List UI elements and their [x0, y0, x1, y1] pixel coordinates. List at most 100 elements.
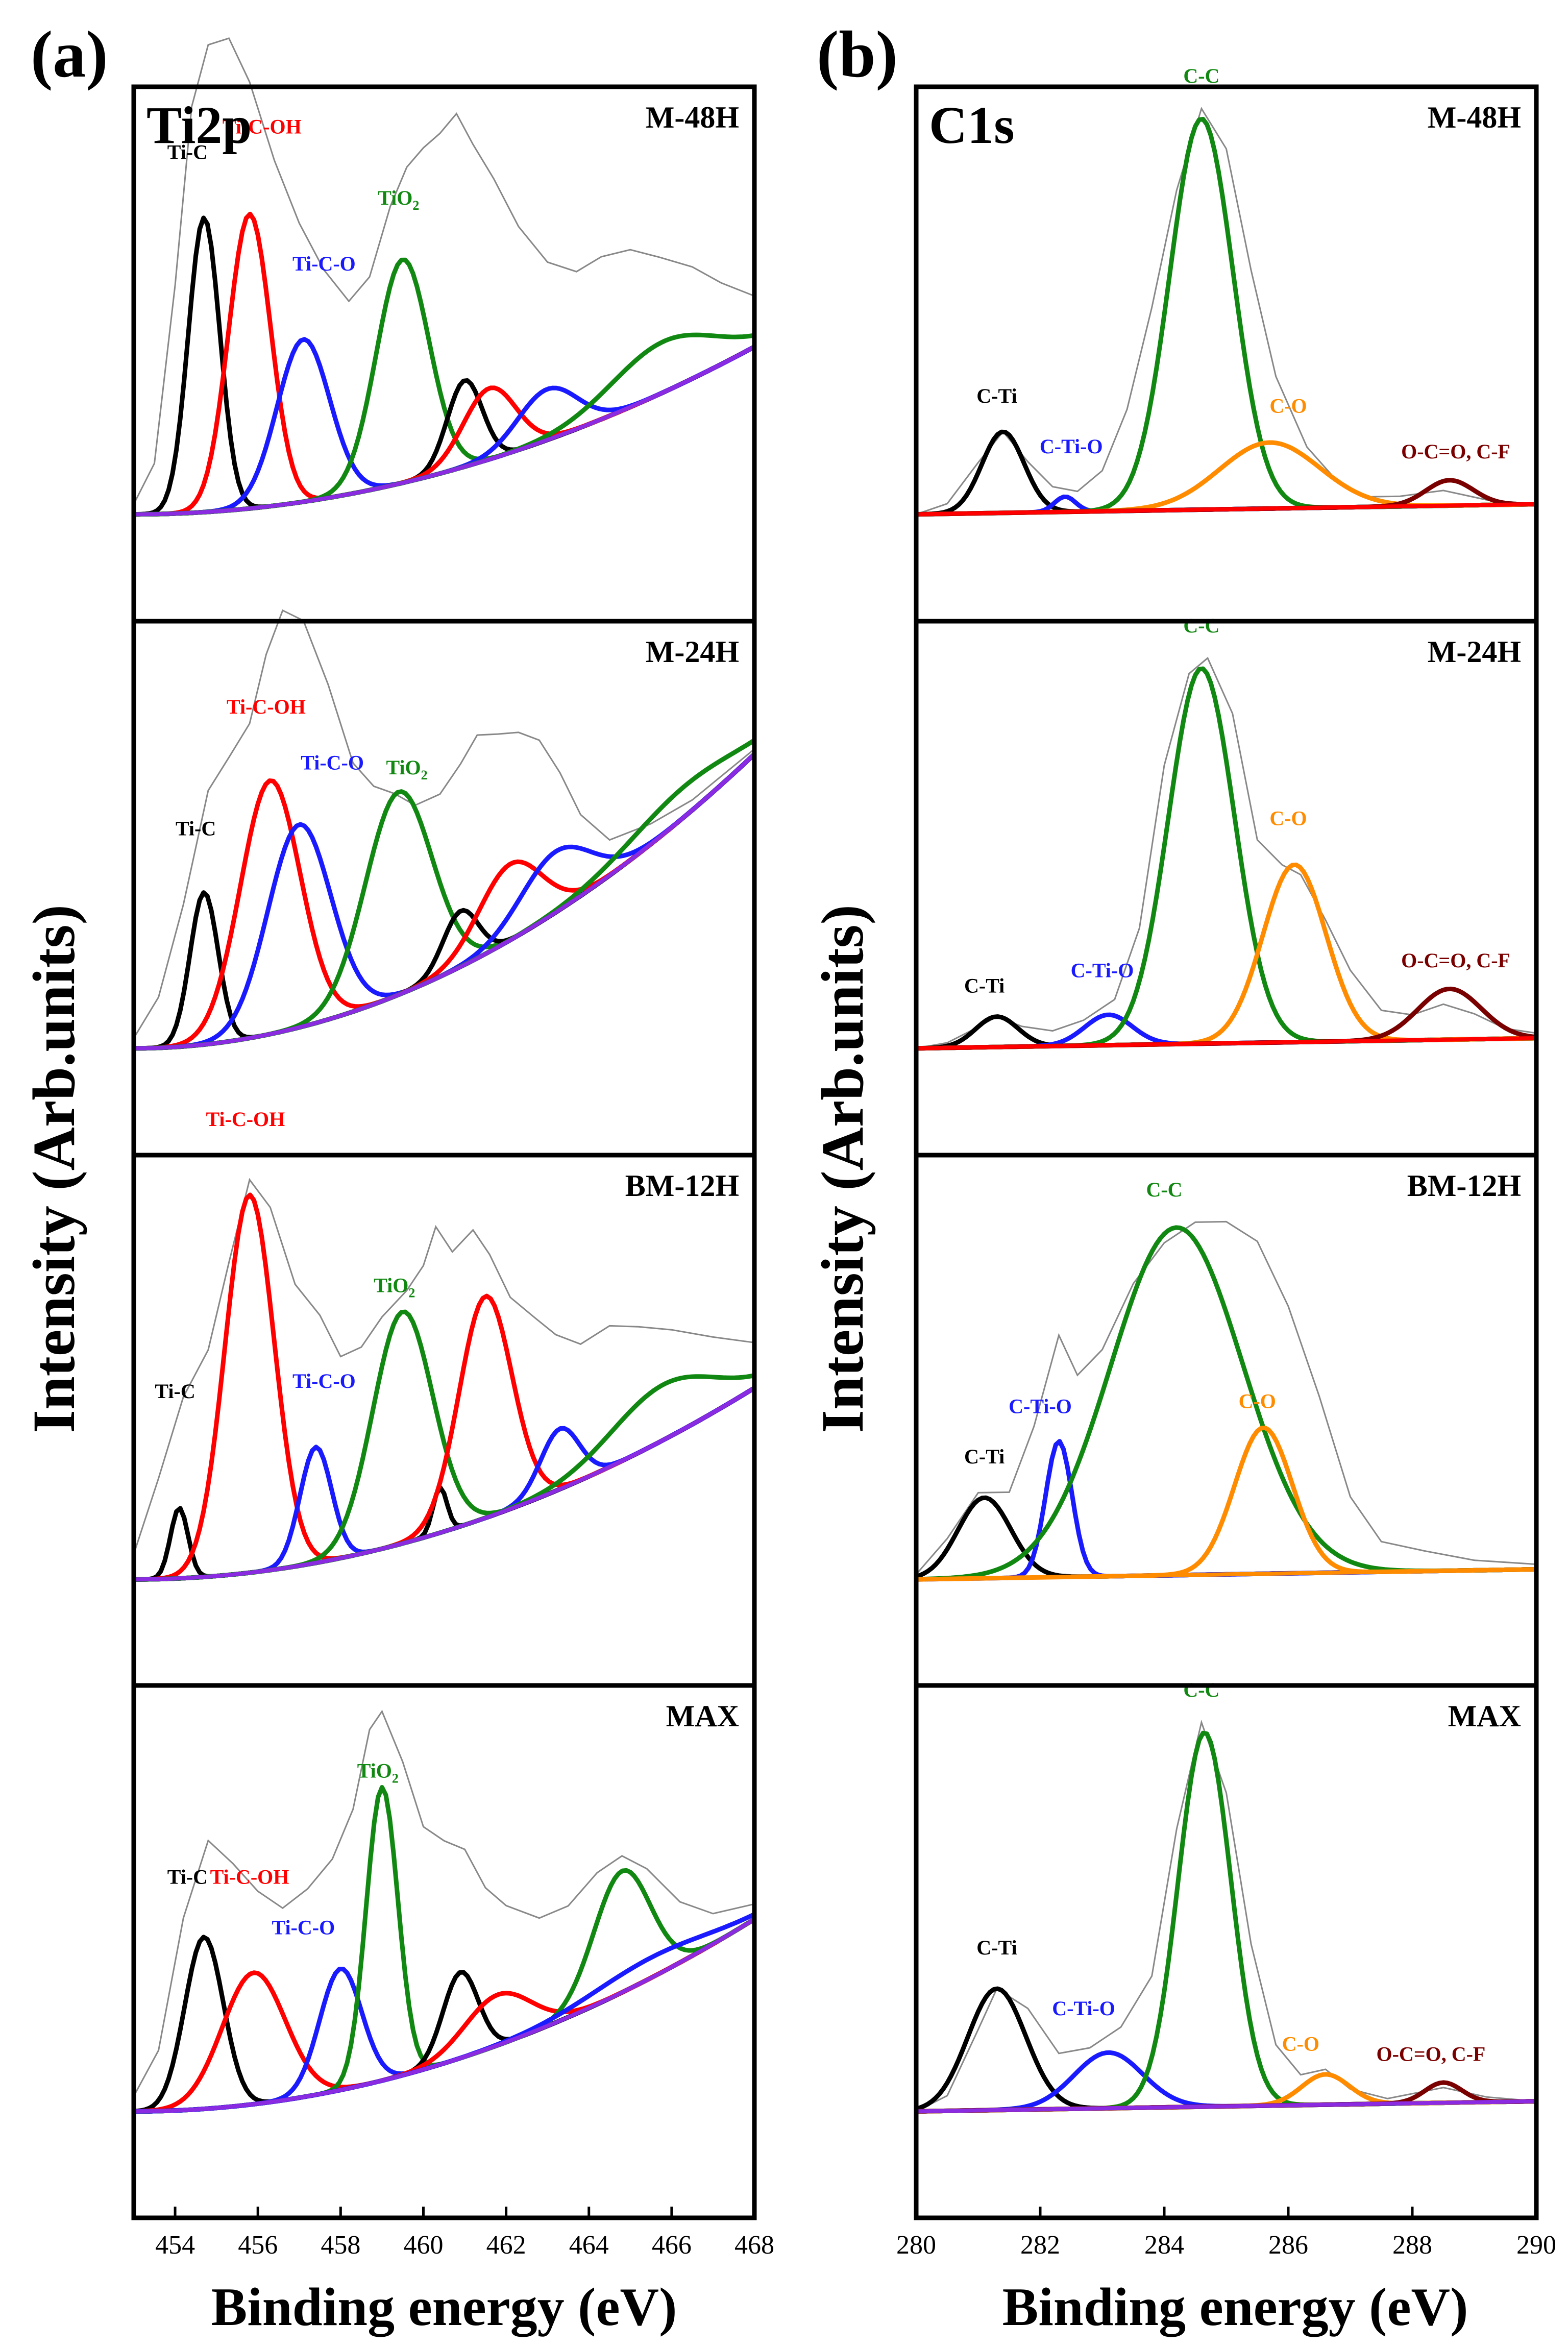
peak-label: C-Ti [964, 1445, 1004, 1468]
sample-label: M-24H [1428, 635, 1521, 669]
peak-label: Ti-C-O [301, 751, 364, 774]
sample-label: BM-12H [625, 1169, 739, 1203]
x-tick-label: 466 [652, 2231, 692, 2260]
peak-label: C-Ti [964, 974, 1004, 997]
row-frame [914, 1683, 1539, 2220]
row-frame [914, 1153, 1539, 1688]
peak-blue-2 [134, 1386, 756, 1582]
x-tick-label: 456 [238, 2231, 278, 2260]
baseline-line [916, 1567, 1537, 1582]
peak-label: Ti-C-OH [206, 1108, 285, 1131]
peak-orange-3 [916, 1425, 1537, 1582]
panel-title: C1s [929, 96, 1015, 155]
peak-label: C-O [1269, 395, 1307, 418]
peak-black-0 [134, 752, 756, 1051]
peak-label: C-Ti-O [1040, 435, 1103, 458]
peak-black-0 [133, 215, 756, 517]
peak-label: Ti-C [167, 1866, 208, 1889]
x-tick-label: 454 [155, 2231, 195, 2260]
envelope-line [916, 656, 1537, 1049]
peak-label: Ti-C-O [292, 1369, 356, 1392]
ti2p-row-m-48h: Ti-C Ti-C-OH Ti-C-O TiO2 M-48H [131, 37, 757, 624]
c1s-row-max: C-Ti C-Ti-O C-C C-O O-C=O, C-F MAX [914, 1678, 1539, 2220]
x-tick-label: 462 [486, 2231, 526, 2260]
peak-blue-6 [134, 1386, 756, 1582]
x-tick-label: 468 [734, 2231, 774, 2260]
sample-label: BM-12H [1407, 1169, 1521, 1203]
peak-green-6 [134, 1868, 756, 2114]
x-tick-label: 284 [1144, 2231, 1184, 2260]
peak-label: C-Ti [976, 384, 1017, 407]
peak-label: Ti-C [176, 817, 216, 840]
x-tick-label: 282 [1020, 2231, 1060, 2260]
peak-label: Ti-C [155, 1380, 195, 1403]
c1s-row-bm-12h: C-Ti C-Ti-O C-C C-O BM-12H [914, 1153, 1539, 1688]
peak-label: Ti-C-OH [227, 695, 306, 718]
baseline-line [133, 345, 755, 517]
peak-label: TiO2 [378, 186, 419, 213]
peak-label: Ti-C [167, 140, 208, 163]
y-axis-label-a: Intensity (Arb.units) [20, 904, 87, 1433]
peak-label: O-C=O, C-F [1377, 2042, 1486, 2065]
sample-label: M-48H [646, 101, 739, 134]
sample-label: MAX [666, 1699, 739, 1733]
ti2p-chart: Ti-CTi-C-OHTi-C-OTiO2M-48HTi-CTi-C-OHTi-… [131, 37, 774, 2260]
peak-label: C-C [1183, 64, 1219, 87]
baseline-line [133, 752, 756, 1050]
envelope-line [133, 609, 755, 1039]
x-tick-label: 286 [1268, 2231, 1308, 2260]
x-tick-label: 458 [321, 2231, 360, 2260]
baseline-line [916, 1036, 1537, 1050]
peak-label: Ti-C-O [272, 1916, 335, 1939]
peak-black-4 [134, 345, 756, 517]
peak-label: C-O [1282, 2032, 1319, 2055]
peak-label: C-Ti [976, 1936, 1017, 1959]
peak-label: C-Ti-O [1071, 959, 1134, 982]
baseline-line [133, 1386, 756, 1582]
envelope-line [133, 1178, 755, 1555]
peak-label: Ti-C-OH [223, 115, 302, 138]
x-axis-label-a: Binding energy (eV) [211, 2277, 677, 2337]
ti2p-row-max: Ti-C Ti-C-OH Ti-C-O TiO2 MAX [131, 1683, 757, 2220]
peak-black-4 [134, 1386, 756, 1582]
peak-label: TiO2 [374, 1274, 415, 1301]
baseline-line [133, 1917, 756, 2114]
c1s-chart: C-Ti C-Ti-O C-C C-O O-C=O, C-F M-48H C-Ti C-Ti-… [896, 64, 1556, 2260]
c1s-row-m-48h: C-Ti C-Ti-O C-C C-O O-C=O, C-F M-48H [914, 64, 1539, 624]
y-axis-label-b: Intensity (Arb.units) [809, 904, 876, 1433]
baseline-line [916, 502, 1537, 517]
peak-red-1 [134, 211, 756, 517]
sample-label: M-24H [646, 635, 739, 669]
row-frame [914, 84, 1539, 624]
peak-green-7 [134, 1373, 755, 1582]
peak-black-0 [134, 1386, 756, 1582]
ti2p-row-m-24h: Ti-C Ti-C-OH Ti-C-O TiO2 M-24H [131, 609, 757, 1158]
sample-label: M-48H [1428, 101, 1521, 134]
baseline-line [916, 2099, 1537, 2114]
row-frame [131, 1683, 757, 2220]
peak-label: C-O [1239, 1390, 1276, 1413]
panel-title: Ti2p [146, 96, 252, 155]
peak-green-3 [134, 1309, 756, 1582]
peak-label: Ti-C-OH [210, 1866, 289, 1889]
peak-label: TiO2 [386, 756, 427, 782]
row-frame [131, 1153, 757, 1688]
envelope-line [133, 37, 755, 505]
peak-label: C-C [1183, 614, 1219, 637]
peak-label: Ti-C-O [292, 252, 356, 275]
envelope-line [133, 1709, 755, 2097]
panel-a-label: (a) [31, 18, 108, 91]
peak-label: C-O [1269, 807, 1307, 830]
x-tick-label: 460 [403, 2231, 443, 2260]
x-tick-label: 288 [1392, 2231, 1432, 2260]
peak-label: C-C [1183, 1678, 1219, 1701]
peak-label: O-C=O, C-F [1401, 440, 1510, 463]
x-tick-label: 464 [569, 2231, 609, 2260]
x-tick-label: 280 [896, 2231, 936, 2260]
panel-b-label: (b) [817, 18, 898, 91]
peak-label: C-Ti-O [1009, 1395, 1072, 1417]
peak-label: O-C=O, C-F [1401, 949, 1510, 972]
peak-label: C-C [1146, 1178, 1182, 1201]
c1s-row-m-24h: C-Ti C-Ti-O C-C C-O O-C=O, C-F M-24H [914, 614, 1539, 1158]
